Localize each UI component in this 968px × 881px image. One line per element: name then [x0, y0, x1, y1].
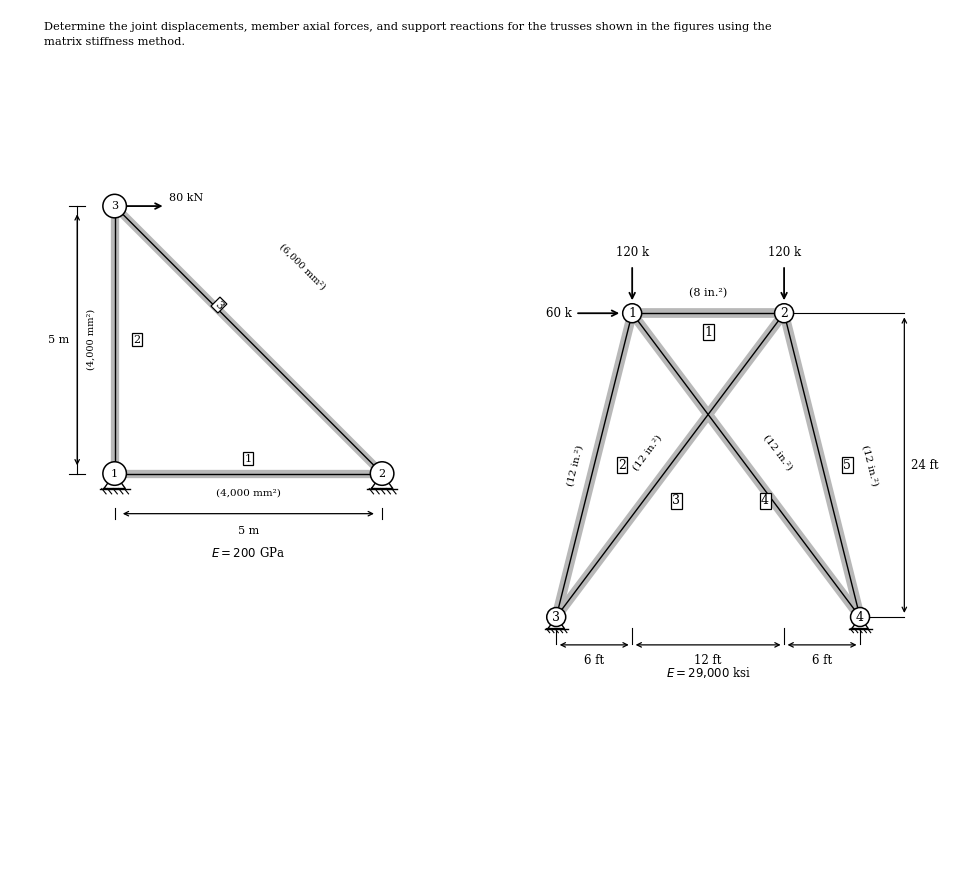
Circle shape — [371, 462, 394, 485]
Circle shape — [622, 304, 642, 322]
Text: 1: 1 — [111, 469, 118, 478]
Text: 5 m: 5 m — [238, 526, 259, 536]
Circle shape — [103, 195, 127, 218]
Text: 2: 2 — [780, 307, 788, 320]
Text: $E = 29{,}000$ ksi: $E = 29{,}000$ ksi — [666, 665, 750, 680]
Text: 5 m: 5 m — [47, 335, 69, 344]
Text: $E = 200$ GPa: $E = 200$ GPa — [211, 545, 286, 559]
Text: Determine the joint displacements, member axial forces, and support reactions fo: Determine the joint displacements, membe… — [44, 22, 771, 32]
Text: 120 k: 120 k — [768, 246, 801, 259]
Text: 3: 3 — [673, 494, 681, 507]
Text: (12 in.²): (12 in.²) — [762, 433, 794, 472]
Text: 120 k: 120 k — [616, 246, 649, 259]
Text: 5: 5 — [843, 459, 851, 471]
Text: 3: 3 — [111, 201, 118, 211]
Text: (6,000 mm²): (6,000 mm²) — [278, 242, 327, 292]
Text: (4,000 mm²): (4,000 mm²) — [86, 309, 95, 370]
Circle shape — [547, 608, 565, 626]
Text: 1: 1 — [704, 326, 712, 338]
Polygon shape — [372, 474, 393, 489]
Text: 3: 3 — [552, 611, 560, 624]
Circle shape — [103, 462, 127, 485]
Text: 1: 1 — [628, 307, 636, 320]
Text: 80 kN: 80 kN — [169, 194, 203, 204]
Text: (12 in.²): (12 in.²) — [631, 433, 664, 472]
Text: (12 in.²): (12 in.²) — [565, 444, 585, 486]
Circle shape — [851, 608, 869, 626]
Text: 60 k: 60 k — [546, 307, 571, 320]
Polygon shape — [548, 617, 564, 628]
Text: 3: 3 — [213, 299, 225, 311]
Text: 6 ft: 6 ft — [584, 654, 604, 667]
Text: (4,000 mm²): (4,000 mm²) — [216, 489, 281, 498]
Circle shape — [774, 304, 794, 322]
Polygon shape — [104, 474, 125, 489]
Text: 2: 2 — [619, 459, 626, 471]
Text: matrix stiffness method.: matrix stiffness method. — [44, 37, 185, 47]
Text: (8 in.²): (8 in.²) — [689, 288, 727, 298]
Text: 1: 1 — [245, 454, 252, 463]
Text: 2: 2 — [378, 469, 385, 478]
Text: (12 in.²): (12 in.²) — [861, 444, 880, 486]
Text: 4: 4 — [761, 494, 770, 507]
Text: 12 ft: 12 ft — [694, 654, 722, 667]
Text: 2: 2 — [134, 335, 140, 344]
Text: 24 ft: 24 ft — [911, 459, 938, 471]
Polygon shape — [852, 617, 868, 628]
Text: 6 ft: 6 ft — [812, 654, 832, 667]
Text: 4: 4 — [856, 611, 864, 624]
